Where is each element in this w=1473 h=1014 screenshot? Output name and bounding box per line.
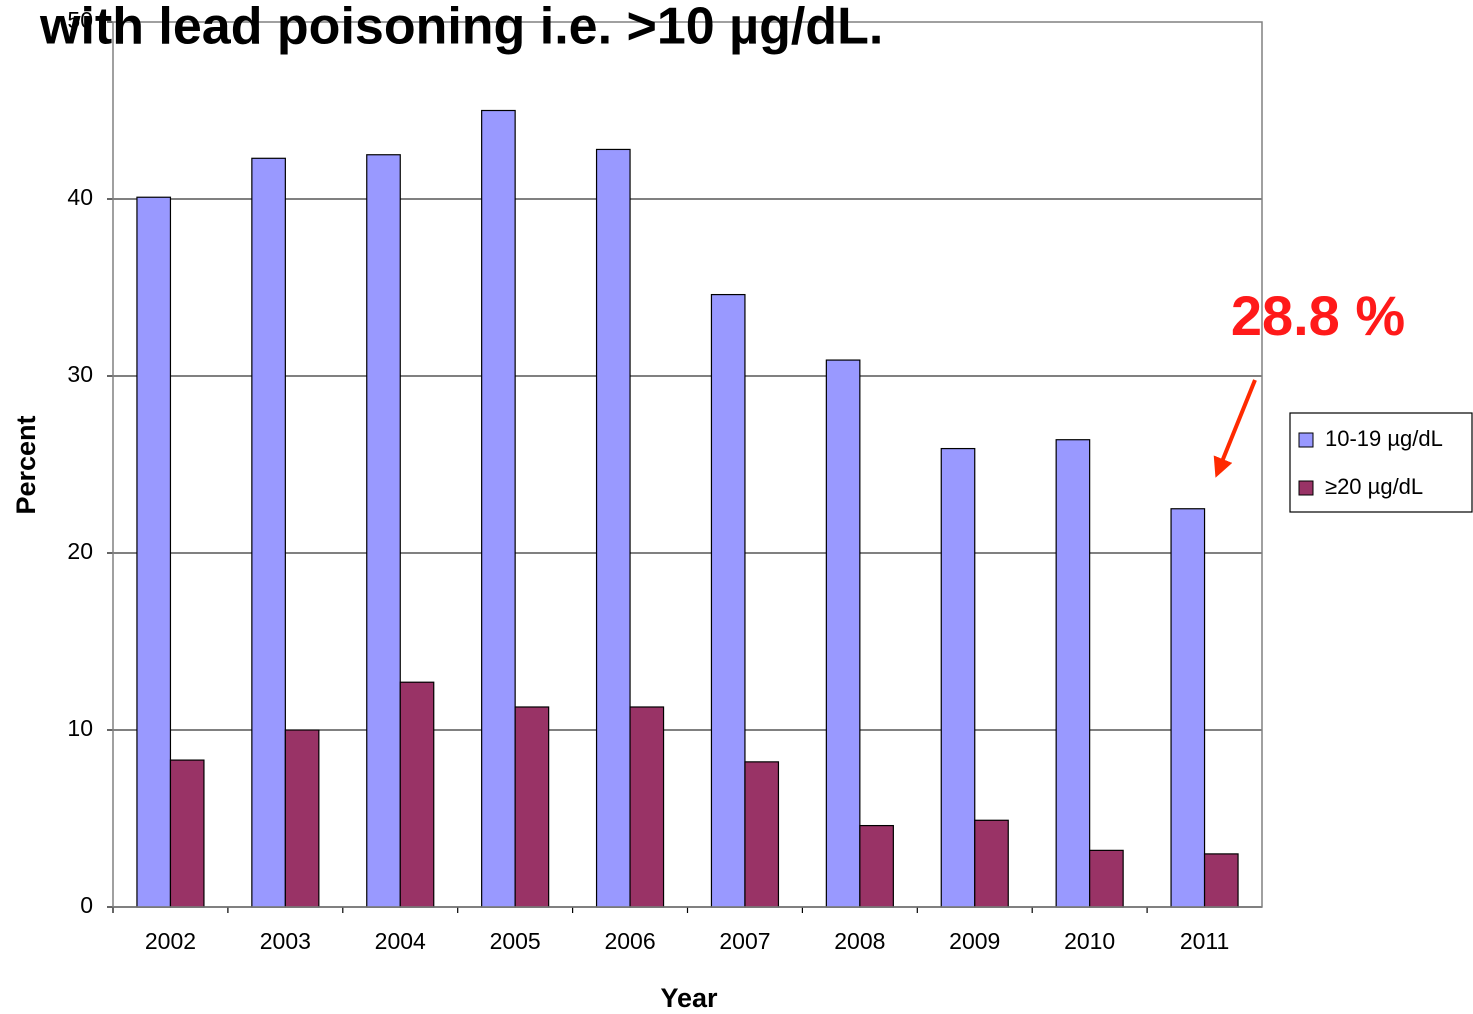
x-tick-label: 2009 <box>949 928 1000 954</box>
bar <box>514 706 550 908</box>
labels: 0 10 20 30 40 50 2002 2003 2004 2005 2006 2007 2008 2… <box>67 7 1229 954</box>
x-tick-label: 2010 <box>1064 928 1115 954</box>
legend-swatch <box>1298 432 1314 448</box>
bar <box>284 729 320 908</box>
y-tick-label: 0 <box>80 892 93 918</box>
bar <box>251 157 286 908</box>
chart-title: with lead poisoning i.e. >10 µg/dL. <box>39 0 883 56</box>
x-tick-label: 2011 <box>1180 928 1229 954</box>
bar <box>169 759 205 908</box>
bar <box>1055 439 1091 908</box>
bar <box>595 148 631 908</box>
legend-label: 10-19 µg/dL <box>1325 426 1443 451</box>
annotation: 28.8 % <box>1231 284 1405 347</box>
bar <box>974 819 1009 908</box>
bar <box>1170 508 1206 908</box>
bar <box>1089 849 1124 908</box>
bar <box>825 359 861 908</box>
bar <box>859 824 894 908</box>
y-axis-label: Percent <box>11 415 41 514</box>
y-tick-label: 10 <box>67 715 93 741</box>
bar <box>481 109 516 908</box>
annotation-arrow <box>1213 379 1257 478</box>
x-tick-label: 2006 <box>604 928 655 954</box>
y-tick-label: 50 <box>67 7 93 33</box>
bar <box>399 681 435 908</box>
x-tick-label: 2002 <box>145 928 196 954</box>
legend: 10-19 µg/dL ≥20 µg/dL <box>1298 426 1443 499</box>
bar <box>710 293 746 908</box>
bar <box>1203 853 1239 908</box>
x-tick-label: 2008 <box>834 928 885 954</box>
legend-swatch <box>1298 480 1314 496</box>
bar <box>136 196 172 908</box>
x-tick-label: 2005 <box>490 928 541 954</box>
legend-box <box>1289 412 1473 513</box>
plot-frame <box>112 21 1263 908</box>
y-tick-label: 20 <box>67 538 93 564</box>
x-tick-label: 2004 <box>375 928 426 954</box>
x-tick-label: 2007 <box>719 928 770 954</box>
bar <box>744 761 780 908</box>
bar <box>629 706 665 908</box>
y-tick-label: 40 <box>67 184 93 210</box>
legend-label: ≥20 µg/dL <box>1325 474 1423 499</box>
x-tick-label: 2003 <box>260 928 311 954</box>
y-tick-label: 30 <box>67 361 93 387</box>
bars <box>136 109 1239 908</box>
bar <box>366 154 401 908</box>
bar <box>940 447 976 908</box>
x-axis-label: Year <box>660 983 718 1013</box>
